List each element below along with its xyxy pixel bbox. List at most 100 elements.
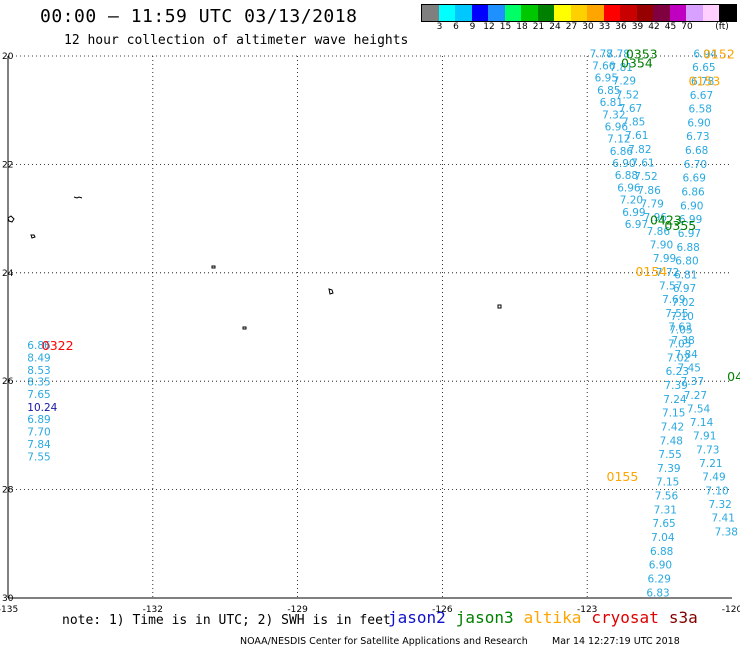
- island: [7, 215, 15, 223]
- colorbar-swatch: [570, 5, 587, 21]
- colorbar-label: 39: [631, 22, 644, 32]
- wave-height-value: 7.10: [705, 485, 728, 497]
- lon-tick-label: -126: [432, 605, 453, 615]
- legend-s3a: s3a: [668, 608, 698, 627]
- wave-height-value: 7.85: [622, 117, 645, 129]
- island: [497, 304, 502, 309]
- colorbar-label: 33: [598, 22, 611, 32]
- lat-tick-label: 22: [2, 160, 13, 170]
- wave-height-value: 7.05: [668, 339, 691, 351]
- colorbar-label: 36: [615, 22, 627, 32]
- track-values: 6.868.498.538.357.6510.246.897.707.847.5…: [27, 48, 738, 599]
- lon-tick-label: -135: [0, 605, 18, 615]
- wave-height-value: 6.90: [612, 158, 635, 170]
- lon-tick-label: -123: [577, 605, 597, 615]
- colorbar-swatch: [702, 5, 719, 21]
- wave-height-value: 7.04: [651, 532, 675, 544]
- track-time-label: 0354: [621, 56, 653, 71]
- wave-height-value: 7.79: [640, 199, 663, 211]
- wave-height-value: 6.78: [691, 76, 714, 88]
- wave-height-value: 6.95: [595, 73, 618, 85]
- colorbar-swatch: [521, 5, 538, 21]
- wave-height-value: 7.41: [712, 513, 735, 525]
- wave-height-value: 7.21: [699, 458, 722, 470]
- colorbar-swatch: [537, 5, 554, 21]
- colorbar-swatch: [471, 5, 488, 21]
- wave-height-value: 6.90: [649, 560, 672, 572]
- colorbar-swatch: [620, 5, 637, 21]
- wave-height-value: 7.27: [684, 390, 707, 402]
- island-outlines: [7, 196, 502, 330]
- colorbar-swatch: [603, 5, 620, 21]
- wave-height-value: 6.90: [687, 117, 710, 129]
- colorbar-label: 30: [582, 22, 594, 32]
- wave-height-value: 7.86: [637, 185, 661, 197]
- wave-height-value: 7.82: [628, 144, 651, 156]
- lat-tick-label: 26: [2, 377, 14, 387]
- wave-height-value: 7.05: [669, 325, 692, 337]
- credit-text: NOAA/NESDIS Center for Satellite Applica…: [240, 636, 528, 647]
- wave-height-value: 6.86: [27, 340, 51, 352]
- colorbar-labels: 3 6 9 12 15 18 21 24 27 30 33 36 39 42 45 70 (ft): [421, 22, 740, 34]
- colorbar-swatch: [488, 5, 505, 21]
- wave-height-value: 6.97: [625, 219, 648, 231]
- lat-tick-label: 30: [2, 594, 14, 604]
- wave-height-value: 7.61: [631, 158, 654, 170]
- wave-height-value: 6.29: [648, 573, 671, 585]
- wave-height-value: 7.48: [660, 435, 683, 447]
- wave-height-value: 7.38: [715, 526, 738, 538]
- track-time-label: 0152: [703, 46, 735, 61]
- wave-height-value: 10.24: [27, 402, 57, 414]
- track-time-label: 0153: [689, 73, 721, 88]
- track-time-label: 0154: [635, 264, 667, 279]
- wave-height-value: 6.97: [673, 283, 696, 295]
- lat-tick-label: 20: [2, 52, 14, 62]
- wave-height-value: 6.73: [686, 131, 709, 143]
- wave-height-value: 6.89: [27, 414, 50, 426]
- wave-height-value: 6.70: [684, 159, 707, 171]
- wave-height-value: 7.84: [674, 349, 698, 361]
- wave-height-value: 7.63: [668, 321, 691, 333]
- wave-height-value: 7.90: [650, 240, 673, 252]
- wave-height-value: 7.10: [670, 311, 693, 323]
- colorbar-swatch: [554, 5, 571, 21]
- wave-height-value: 7.56: [655, 491, 679, 503]
- wave-height-value: 7.99: [653, 253, 676, 265]
- wave-height-value: 6.99: [679, 214, 702, 226]
- wave-height-value: 6.96: [605, 121, 629, 133]
- wave-height-value: 7.38: [671, 335, 694, 347]
- page-title: 00:00 – 11:59 UTC 03/13/2018: [40, 6, 358, 27]
- wave-height-value: 7.24: [663, 394, 687, 406]
- legend-jason3: jason3: [455, 608, 514, 627]
- colorbar-label: 18: [516, 22, 528, 32]
- wave-height-value: 7.73: [696, 444, 719, 456]
- colorbar-swatch: [455, 5, 472, 21]
- colorbar-swatch: [422, 5, 439, 21]
- island: [211, 265, 216, 269]
- colorbar-label: 70: [681, 22, 693, 32]
- colorbar-label: 24: [549, 22, 561, 32]
- legend-altika: altika: [523, 608, 582, 627]
- colorbar-swatch: [636, 5, 653, 21]
- island: [328, 288, 334, 295]
- wave-height-value: 7.84: [27, 439, 51, 451]
- wave-height-value: 6.65: [692, 62, 715, 74]
- colorbar-label: 42: [648, 22, 660, 32]
- wave-height-value: 7.69: [662, 294, 685, 306]
- wave-height-value: 8.53: [27, 365, 50, 377]
- track-time-label: 0355: [664, 218, 696, 233]
- wave-height-value: 6.81: [600, 97, 623, 109]
- colorbar-label: 15: [499, 22, 512, 32]
- wave-height-value: 7.55: [665, 308, 688, 320]
- wave-height-value: 6.58: [689, 104, 712, 116]
- wave-height-value: 7.39: [657, 463, 680, 475]
- wave-height-value: 7.52: [634, 171, 657, 183]
- wave-height-value: 7.39: [664, 380, 687, 392]
- lat-tick-label: 28: [2, 486, 14, 496]
- wave-height-value: 7.65: [652, 518, 675, 530]
- wave-height-value: 6.83: [646, 587, 669, 599]
- colorbar-label: 9: [469, 22, 476, 32]
- lon-tick-label: -132: [143, 605, 163, 615]
- wave-height-value: 6.80: [675, 256, 698, 268]
